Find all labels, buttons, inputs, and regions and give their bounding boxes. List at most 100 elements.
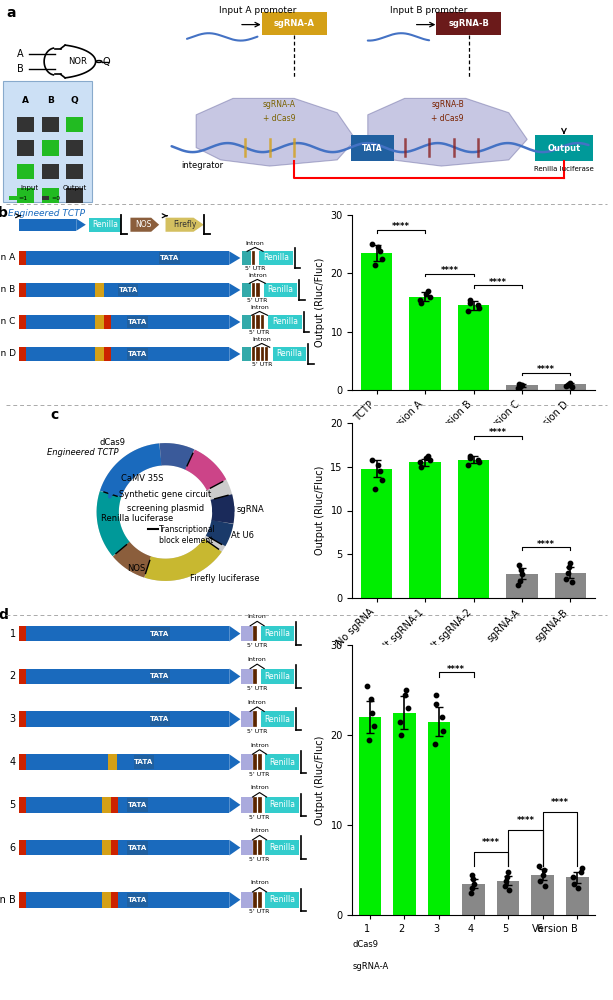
Text: Version B: Version B bbox=[0, 286, 16, 294]
Point bbox=[465, 292, 474, 308]
Text: 5' UTR: 5' UTR bbox=[249, 857, 270, 862]
Text: 2: 2 bbox=[9, 671, 16, 681]
Text: + dCas9: + dCas9 bbox=[431, 114, 464, 123]
Text: TATA: TATA bbox=[128, 319, 147, 325]
Bar bbox=[506, 574, 538, 598]
FancyBboxPatch shape bbox=[128, 893, 148, 907]
Point bbox=[517, 377, 527, 393]
Point bbox=[375, 243, 384, 259]
FancyBboxPatch shape bbox=[351, 135, 394, 161]
FancyBboxPatch shape bbox=[17, 188, 34, 203]
FancyBboxPatch shape bbox=[19, 711, 229, 727]
Text: Intron: Intron bbox=[250, 743, 269, 748]
FancyBboxPatch shape bbox=[253, 797, 257, 813]
Text: TATA: TATA bbox=[160, 255, 179, 261]
FancyBboxPatch shape bbox=[42, 140, 59, 156]
Text: dCas9: dCas9 bbox=[99, 438, 125, 447]
Text: a: a bbox=[6, 6, 15, 20]
Text: Engineered TCTP: Engineered TCTP bbox=[47, 448, 118, 457]
Point bbox=[502, 869, 512, 885]
Point bbox=[422, 450, 432, 466]
FancyBboxPatch shape bbox=[251, 347, 255, 361]
Point bbox=[516, 562, 526, 578]
FancyBboxPatch shape bbox=[273, 347, 306, 361]
Text: 5' UTR: 5' UTR bbox=[247, 298, 267, 303]
Polygon shape bbox=[368, 98, 527, 166]
Text: ****: **** bbox=[489, 428, 507, 437]
FancyBboxPatch shape bbox=[128, 841, 148, 855]
Text: TATA: TATA bbox=[128, 802, 147, 808]
FancyBboxPatch shape bbox=[19, 711, 26, 727]
FancyBboxPatch shape bbox=[264, 283, 297, 297]
Point bbox=[465, 450, 475, 466]
Point bbox=[501, 873, 511, 889]
FancyBboxPatch shape bbox=[96, 347, 104, 361]
FancyBboxPatch shape bbox=[17, 117, 34, 132]
FancyBboxPatch shape bbox=[102, 840, 111, 855]
Point bbox=[514, 376, 524, 392]
Text: Renilla luciferase: Renilla luciferase bbox=[534, 166, 594, 172]
Point bbox=[395, 714, 405, 730]
Bar bbox=[458, 305, 489, 390]
Text: Version B: Version B bbox=[0, 895, 16, 905]
Polygon shape bbox=[229, 347, 240, 361]
FancyBboxPatch shape bbox=[253, 840, 257, 855]
Point bbox=[373, 239, 383, 255]
FancyBboxPatch shape bbox=[19, 283, 26, 297]
Point bbox=[375, 463, 384, 479]
Text: 5' UTR: 5' UTR bbox=[249, 772, 270, 777]
FancyBboxPatch shape bbox=[128, 798, 148, 812]
FancyBboxPatch shape bbox=[19, 251, 229, 265]
Text: TATA: TATA bbox=[118, 287, 138, 293]
FancyBboxPatch shape bbox=[9, 196, 17, 200]
Point bbox=[416, 459, 425, 475]
Text: Q: Q bbox=[71, 96, 78, 105]
Text: Version A: Version A bbox=[0, 253, 16, 262]
Point bbox=[567, 379, 577, 395]
FancyBboxPatch shape bbox=[128, 316, 148, 328]
FancyBboxPatch shape bbox=[19, 669, 26, 684]
Polygon shape bbox=[229, 283, 240, 297]
Bar bbox=[531, 874, 554, 915]
Text: TATA: TATA bbox=[150, 716, 170, 722]
Text: Intron: Intron bbox=[248, 273, 267, 278]
FancyBboxPatch shape bbox=[251, 251, 255, 265]
FancyBboxPatch shape bbox=[66, 140, 83, 156]
Bar bbox=[555, 384, 586, 390]
FancyBboxPatch shape bbox=[258, 840, 262, 855]
Point bbox=[564, 559, 574, 575]
FancyBboxPatch shape bbox=[108, 754, 117, 770]
Text: Intron: Intron bbox=[253, 337, 271, 342]
Point bbox=[563, 565, 573, 581]
Point bbox=[503, 864, 512, 880]
FancyBboxPatch shape bbox=[242, 797, 253, 813]
Text: Intron: Intron bbox=[248, 614, 267, 619]
FancyBboxPatch shape bbox=[242, 315, 251, 329]
Text: A: A bbox=[17, 49, 24, 59]
Text: Synthetic gene circuit: Synthetic gene circuit bbox=[120, 490, 211, 499]
FancyBboxPatch shape bbox=[242, 251, 251, 265]
FancyBboxPatch shape bbox=[118, 284, 139, 296]
Point bbox=[430, 736, 440, 752]
FancyBboxPatch shape bbox=[89, 218, 121, 232]
Text: ****: **** bbox=[482, 838, 500, 848]
Text: ****: **** bbox=[489, 278, 507, 287]
Text: Intron: Intron bbox=[250, 828, 269, 833]
Text: Renilla: Renilla bbox=[92, 220, 118, 229]
Text: =1: =1 bbox=[18, 196, 28, 201]
Point bbox=[367, 452, 377, 468]
Point bbox=[468, 871, 478, 887]
Text: Renilla: Renilla bbox=[264, 672, 290, 681]
FancyBboxPatch shape bbox=[96, 315, 104, 329]
Y-axis label: Output (Rluc/Fluc): Output (Rluc/Fluc) bbox=[315, 466, 325, 555]
Text: Output: Output bbox=[547, 144, 581, 153]
Point bbox=[463, 303, 473, 319]
Polygon shape bbox=[229, 711, 240, 727]
Point bbox=[469, 876, 479, 892]
FancyBboxPatch shape bbox=[19, 626, 229, 641]
FancyBboxPatch shape bbox=[265, 347, 268, 361]
FancyBboxPatch shape bbox=[259, 251, 292, 265]
Text: sgRNA-A: sgRNA-A bbox=[352, 962, 389, 971]
Text: NOR: NOR bbox=[68, 57, 86, 66]
FancyBboxPatch shape bbox=[19, 797, 229, 813]
